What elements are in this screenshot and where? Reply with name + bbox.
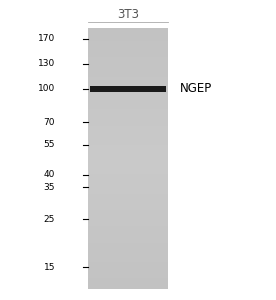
- Bar: [88, 168, 168, 172]
- Text: NGEP: NGEP: [180, 82, 212, 95]
- Text: 35: 35: [44, 183, 55, 192]
- Bar: [88, 109, 168, 113]
- Bar: [88, 259, 168, 263]
- Bar: [88, 217, 168, 221]
- Bar: [88, 28, 168, 32]
- Bar: [88, 200, 168, 205]
- Bar: [88, 119, 168, 123]
- Bar: [88, 148, 168, 152]
- Text: 3T3: 3T3: [117, 8, 139, 20]
- Bar: [88, 281, 168, 286]
- Bar: [88, 34, 168, 39]
- Bar: [88, 129, 168, 133]
- Bar: [88, 80, 168, 84]
- Bar: [88, 252, 168, 256]
- Bar: [88, 275, 168, 279]
- Bar: [88, 197, 168, 201]
- Bar: [88, 268, 168, 273]
- Bar: [88, 41, 168, 45]
- Bar: [88, 90, 168, 94]
- Bar: [88, 93, 168, 97]
- Bar: [88, 246, 168, 250]
- Bar: [88, 86, 168, 91]
- Text: 100: 100: [38, 84, 55, 93]
- Bar: [88, 122, 168, 127]
- Bar: [88, 272, 168, 276]
- Bar: [88, 116, 168, 120]
- Text: 170: 170: [38, 34, 55, 43]
- Bar: [88, 61, 168, 65]
- Bar: [88, 171, 168, 175]
- Bar: [88, 265, 168, 269]
- Bar: [88, 285, 168, 289]
- Bar: [88, 54, 168, 58]
- Bar: [88, 112, 168, 117]
- Text: 130: 130: [38, 59, 55, 68]
- Bar: [88, 161, 168, 166]
- Bar: [88, 262, 168, 266]
- Text: 25: 25: [44, 214, 55, 224]
- Bar: [88, 226, 168, 230]
- Bar: [88, 187, 168, 191]
- Bar: [88, 135, 168, 140]
- Bar: [88, 31, 168, 35]
- Bar: [88, 174, 168, 178]
- Bar: [88, 106, 168, 110]
- Bar: [88, 83, 168, 88]
- Bar: [88, 239, 168, 244]
- Bar: [88, 132, 168, 136]
- Bar: [88, 47, 168, 52]
- Bar: [88, 152, 168, 156]
- Bar: [88, 190, 168, 195]
- Bar: [88, 125, 168, 130]
- Bar: [88, 242, 168, 247]
- Bar: [88, 139, 168, 143]
- Bar: [88, 96, 168, 100]
- Bar: [88, 158, 168, 162]
- Bar: [88, 181, 168, 185]
- Bar: [88, 178, 168, 182]
- Bar: [88, 70, 168, 74]
- Bar: [88, 155, 168, 159]
- Bar: [88, 67, 168, 71]
- Bar: [88, 278, 168, 283]
- Bar: [88, 142, 168, 146]
- Bar: [88, 223, 168, 227]
- Bar: [88, 164, 168, 169]
- Text: 70: 70: [44, 118, 55, 127]
- Bar: [88, 256, 168, 260]
- Bar: [88, 207, 168, 211]
- Bar: [88, 44, 168, 49]
- Bar: [88, 249, 168, 253]
- Bar: [88, 184, 168, 188]
- Bar: [88, 103, 168, 107]
- Text: 55: 55: [44, 140, 55, 149]
- Bar: [88, 213, 168, 218]
- Bar: [88, 51, 168, 55]
- Text: 15: 15: [44, 263, 55, 272]
- Bar: [88, 220, 168, 224]
- Bar: [88, 233, 168, 237]
- Bar: [88, 57, 168, 62]
- Bar: [88, 210, 168, 214]
- Bar: [88, 38, 168, 42]
- Bar: [88, 230, 168, 234]
- Bar: [90, 86, 166, 92]
- Bar: [88, 77, 168, 81]
- Text: 40: 40: [44, 170, 55, 179]
- Bar: [88, 203, 168, 208]
- Bar: [88, 194, 168, 198]
- Bar: [88, 236, 168, 240]
- Bar: [88, 64, 168, 68]
- Bar: [88, 145, 168, 149]
- Bar: [88, 74, 168, 78]
- Bar: [88, 100, 168, 104]
